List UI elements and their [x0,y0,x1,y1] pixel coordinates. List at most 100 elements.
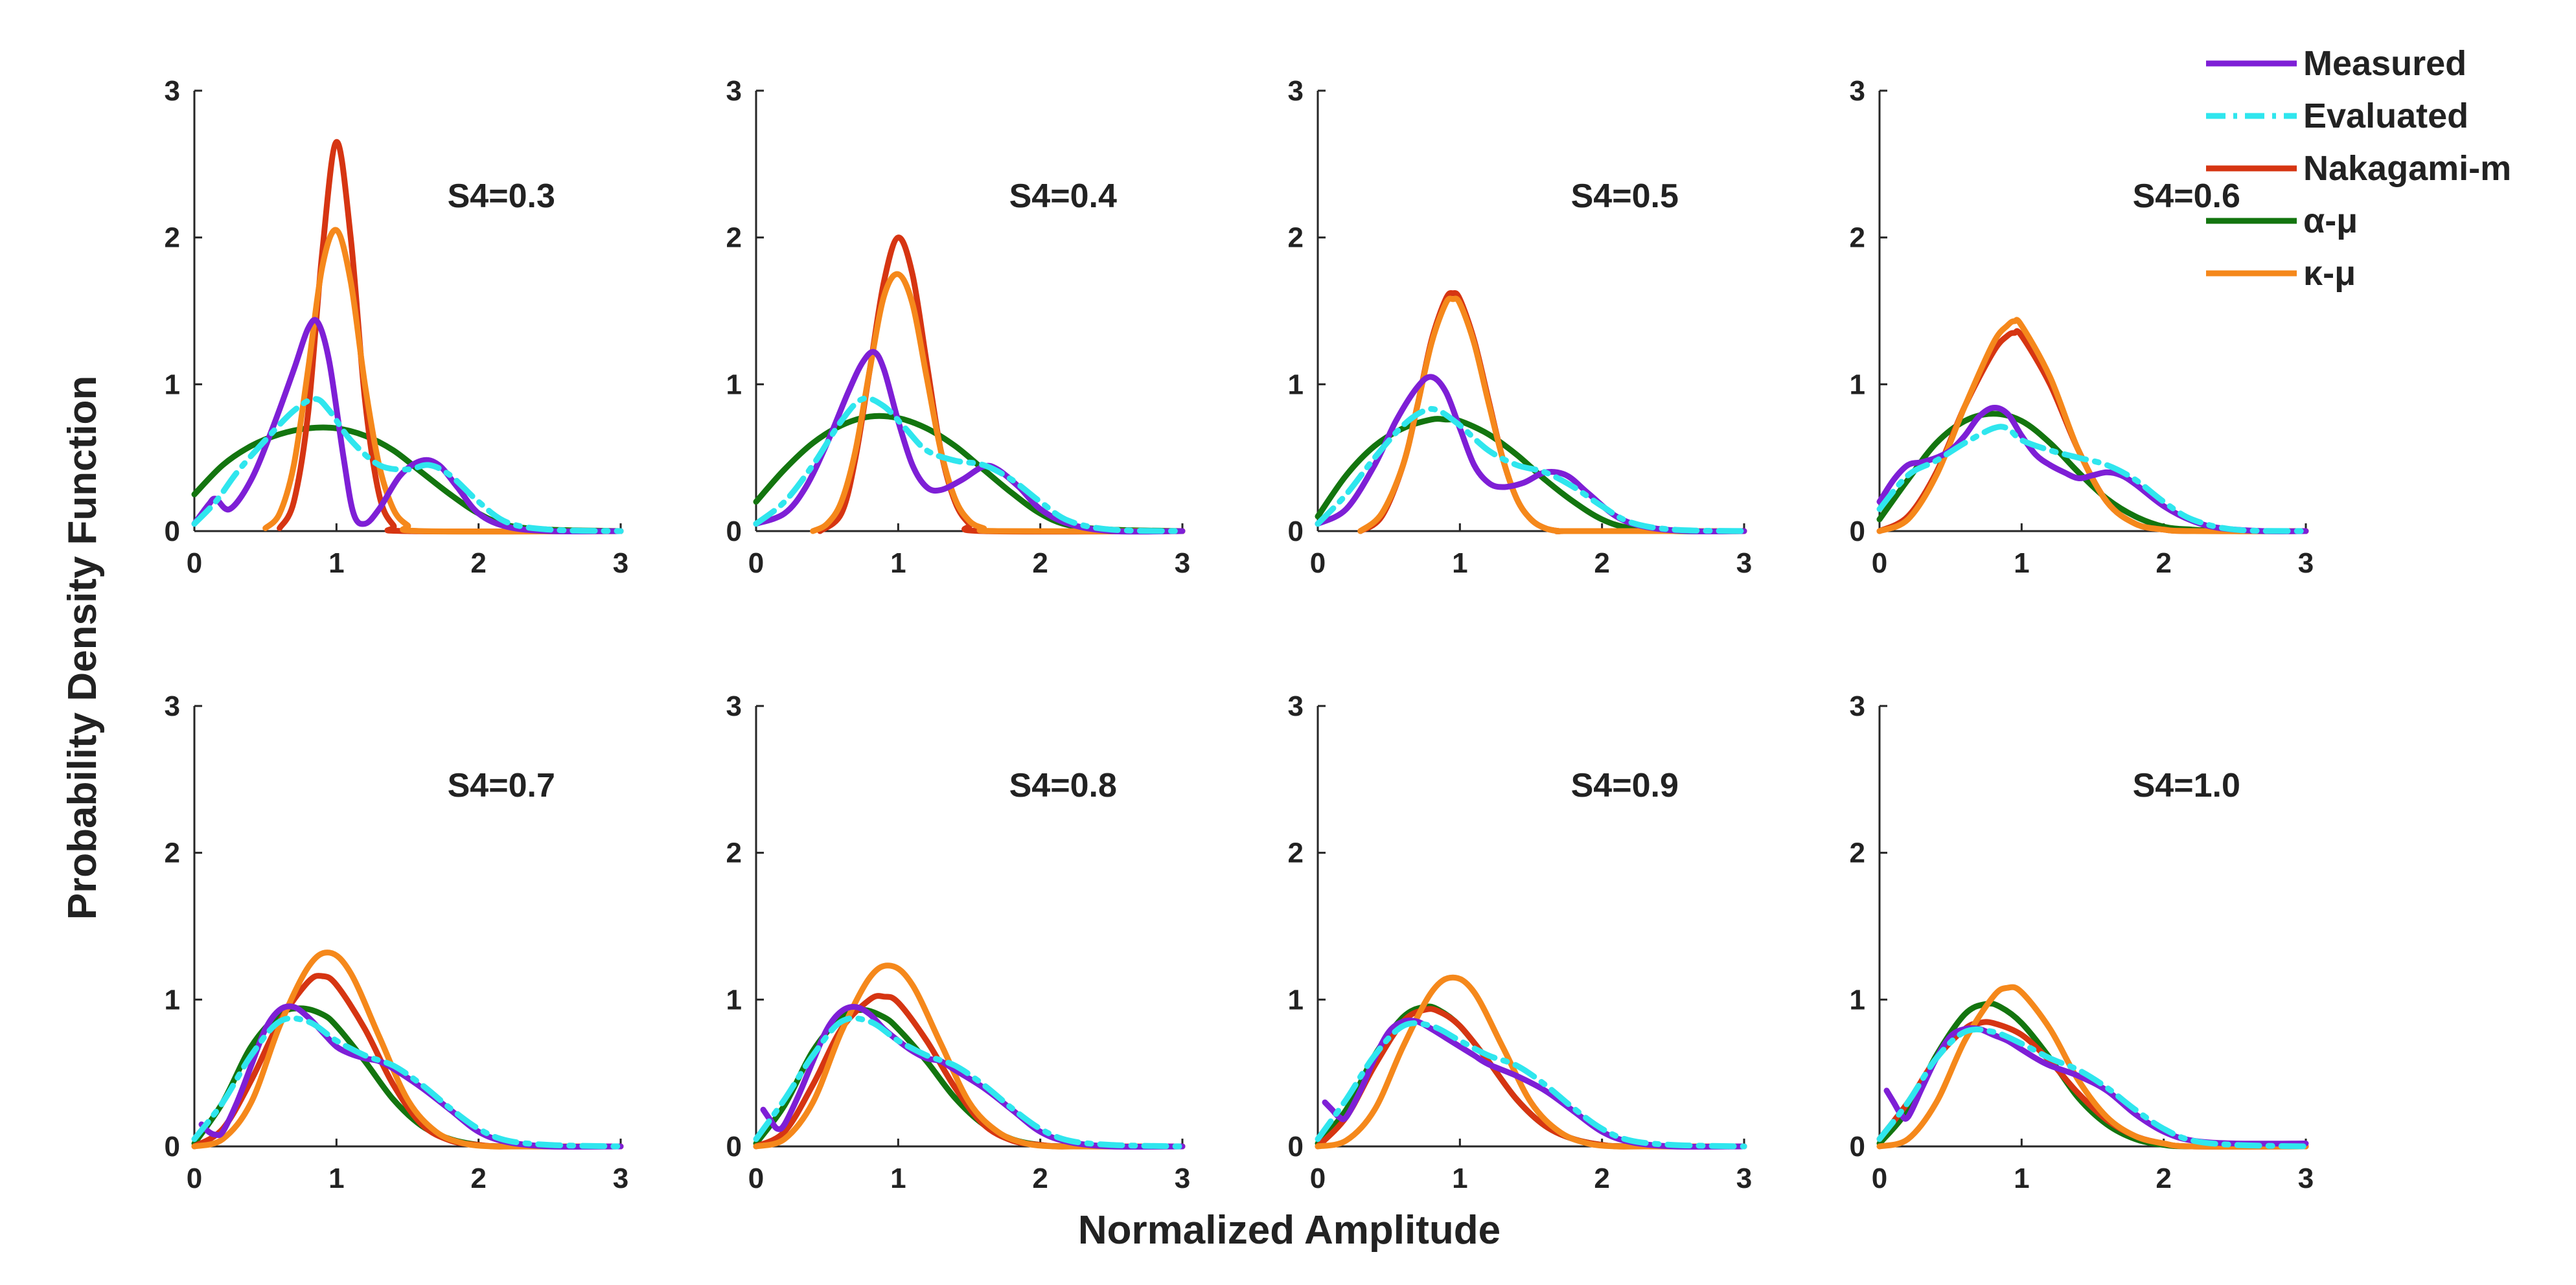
subplot-5: 0 1 2 3 0 1 2 3 S4=0.7 [165,690,629,1194]
x-tick-label: 3 [613,1163,628,1194]
series-kappa-mu-line [810,271,1186,534]
panel-label: S4=0.6 [2133,177,2240,215]
y-tick-label: 2 [1288,222,1304,254]
x-tick-label: 3 [1736,547,1752,579]
y-tick-label: 0 [1850,1131,1865,1163]
series-evaluated-line [191,396,624,534]
legend: Measured Evaluated Nakagami-m α-μ κ-μ [2206,44,2511,293]
series-kappa-mu-line [1315,974,1747,1150]
y-axis-title: Probability Density Function [60,376,105,920]
series-evaluated-line [1876,1026,2309,1150]
series-measured-line [191,317,624,534]
series-kappa-mu-line [1876,317,2309,534]
x-axis-title: Normalized Amplitude [1078,1208,1501,1253]
y-tick-label: 2 [165,837,180,869]
series-evaluated-line [753,395,1186,534]
series-evaluated-line [191,1015,624,1150]
legend-item-alpha-mu: α-μ [2206,201,2358,240]
x-tick-label: 0 [187,1163,202,1194]
subplot-1: 0 1 2 3 0 1 2 3 S4=0.3 [165,75,629,579]
y-tick-label: 0 [165,516,180,547]
series-nakagami-m-line [191,973,624,1150]
y-tick-label: 0 [165,1131,180,1163]
series-evaluated-line [1876,424,2309,534]
x-tick-label: 1 [1452,1163,1467,1194]
y-tick-label: 1 [1850,984,1865,1016]
x-tick-label: 2 [1032,547,1048,579]
y-tick-label: 2 [1288,837,1304,869]
x-tick-label: 1 [328,1163,344,1194]
subplot-8: 0 1 2 3 0 1 2 3 S4=1.0 [1850,690,2314,1194]
y-tick-label: 2 [1850,222,1865,254]
series-alpha-mu-line [1315,416,1747,534]
panel-label: S4=0.7 [448,767,555,804]
y-tick-label: 0 [1288,1131,1304,1163]
series-evaluated-line [1315,1020,1747,1150]
axes: 0 1 2 3 0 1 2 3 [726,690,1191,1194]
legend-item-measured: Measured [2206,44,2467,83]
x-tick-label: 3 [613,547,628,579]
x-tick-label: 1 [2014,547,2029,579]
subplot-3: 0 1 2 3 0 1 2 3 S4=0.5 [1288,75,1753,579]
y-tick-label: 3 [1850,690,1865,722]
x-tick-label: 3 [1175,547,1190,579]
panel-label: S4=0.8 [1009,767,1117,804]
y-tick-label: 2 [726,222,742,254]
series-nakagami-m-line [277,139,624,535]
y-tick-label: 3 [165,75,180,107]
legend-label: Evaluated [2303,97,2468,135]
x-tick-label: 3 [2298,1163,2314,1194]
series-kappa-mu-line [262,227,624,535]
x-tick-label: 2 [1594,1163,1609,1194]
panel-label: S4=0.5 [1571,177,1679,215]
axes: 0 1 2 3 0 1 2 3 [1288,75,1753,579]
x-tick-label: 0 [1310,547,1326,579]
subplot-7: 0 1 2 3 0 1 2 3 S4=0.9 [1288,690,1753,1194]
y-tick-label: 2 [726,837,742,869]
x-tick-label: 2 [470,1163,486,1194]
series-measured-line [198,1003,624,1150]
series-kappa-mu-line [1357,295,1747,534]
series-measured-line [1876,404,2309,534]
x-tick-label: 0 [1310,1163,1326,1194]
series-evaluated-line [753,1015,1186,1150]
y-tick-label: 3 [165,690,180,722]
x-tick-label: 3 [1736,1163,1752,1194]
panel-label: S4=0.9 [1571,767,1679,804]
x-tick-label: 0 [1872,1163,1887,1194]
axes: 0 1 2 3 0 1 2 3 [1288,690,1753,1194]
x-tick-label: 1 [1452,547,1467,579]
subplot-4: 0 1 2 3 0 1 2 3 S4=0.6 [1850,75,2314,579]
legend-label: Measured [2303,44,2467,83]
panel-label: S4=0.3 [448,177,555,215]
legend-item-nakagami-m: Nakagami-m [2206,149,2511,188]
legend-item-kappa-mu: κ-μ [2206,254,2356,293]
panel-label: S4=0.4 [1009,177,1117,215]
x-tick-label: 0 [1872,547,1887,579]
legend-item-evaluated: Evaluated [2206,97,2468,135]
x-tick-label: 0 [748,1163,764,1194]
x-tick-label: 1 [328,547,344,579]
series-nakagami-m-line [1876,328,2309,534]
axes: 0 1 2 3 0 1 2 3 [1850,690,2314,1194]
y-tick-label: 0 [1288,516,1304,547]
y-tick-label: 1 [165,984,180,1016]
subplot-grid: 0 1 2 3 0 1 2 3 S4=0.3 0 1 2 3 0 1 2 3 S4=0.4 0 1 2 3 0 1 2 3 S4=0… [165,75,2314,1194]
y-tick-label: 1 [726,369,742,400]
y-tick-label: 3 [726,75,742,107]
y-tick-label: 0 [726,1131,742,1163]
series-alpha-mu-line [191,424,624,534]
subplot-6: 0 1 2 3 0 1 2 3 S4=0.8 [726,690,1191,1194]
panel-label: S4=1.0 [2133,767,2240,804]
y-tick-label: 3 [1288,75,1304,107]
y-tick-label: 3 [1850,75,1865,107]
legend-label: Nakagami-m [2303,149,2511,188]
y-tick-label: 0 [726,516,742,547]
legend-label: κ-μ [2303,254,2356,293]
x-tick-label: 3 [2298,547,2314,579]
x-tick-label: 2 [470,547,486,579]
axes: 0 1 2 3 0 1 2 3 [165,690,629,1194]
series-evaluated-line [1315,405,1747,534]
x-tick-label: 0 [748,547,764,579]
